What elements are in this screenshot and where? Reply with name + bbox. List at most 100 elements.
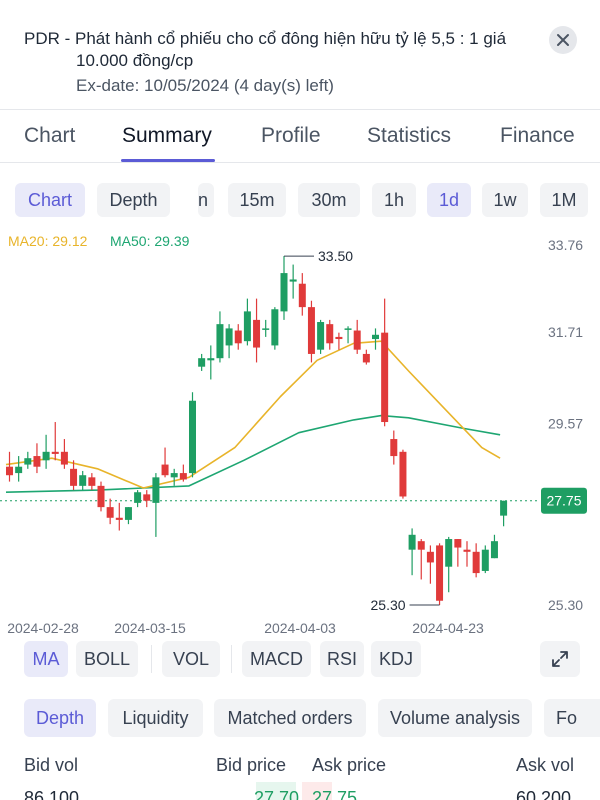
interval-1d-button[interactable]: 1d — [427, 183, 471, 217]
indicator-boll-button[interactable]: BOLL — [76, 641, 138, 677]
ask-price-header: Ask price — [312, 755, 387, 775]
interval-30m-button[interactable]: 30m — [298, 183, 360, 217]
candle-body — [24, 458, 32, 465]
indicator-vol-button[interactable]: VOL — [162, 641, 220, 677]
candle-body — [335, 336, 343, 340]
ask-price-highlight — [302, 782, 332, 800]
candle-body — [262, 328, 270, 330]
high-price-label: 33.50 — [318, 248, 353, 264]
ex-date-text: Ex-date: 10/05/2024 (4 day(s) left) — [76, 76, 334, 95]
bid-vol-header: Bid vol — [24, 755, 79, 775]
expand-chart-button[interactable] — [540, 641, 580, 677]
candle-body — [152, 477, 160, 503]
active-tab-indicator — [121, 159, 215, 162]
candle-body — [500, 500, 508, 516]
candle-body — [225, 328, 233, 346]
indicator-rsi-button[interactable]: RSI — [320, 641, 364, 677]
last-price-badge-text: 27.75 — [546, 493, 581, 509]
bid-price-value: 27.70 — [254, 788, 300, 800]
announcement-title: PDR - Phát hành cổ phiếu cho cổ đông hiệ… — [24, 28, 544, 72]
bid-price-header: Bid price — [216, 755, 287, 775]
ma20-line — [5, 340, 501, 489]
announcement-line-1: PDR - Phát hành cổ phiếu cho cổ đông hiệ… — [24, 29, 507, 48]
candle-body — [207, 358, 215, 361]
bid-vol-value: 86,100 — [24, 788, 80, 800]
expand-icon — [552, 651, 568, 667]
low-price-label: 25.30 — [371, 597, 406, 613]
matched-orders-tab[interactable]: Matched orders — [214, 699, 366, 737]
x-axis-tick-label: 2024-02-28 — [7, 620, 79, 636]
candle-body — [317, 322, 325, 350]
ma20-label: MA20: 29.12 — [8, 233, 88, 249]
candle-body — [399, 451, 407, 497]
candle-body — [234, 330, 242, 344]
candle-body — [417, 541, 425, 550]
interval-partial-button[interactable]: n — [198, 183, 214, 217]
indicator-kdj-button[interactable]: KDJ — [371, 641, 421, 677]
x-axis-tick-label: 2024-04-23 — [412, 620, 484, 636]
candle-body — [472, 551, 480, 574]
candle-body — [353, 330, 361, 350]
candle-body — [362, 353, 370, 363]
y-axis-tick-label: 33.76 — [548, 237, 583, 253]
candle-body — [161, 464, 169, 476]
interval-1h-button[interactable]: 1h — [372, 183, 416, 217]
interval-1w-button[interactable]: 1w — [482, 183, 528, 217]
close-icon — [557, 34, 569, 46]
announcement-banner: PDR - Phát hành cổ phiếu cho cổ đông hiệ… — [0, 0, 600, 108]
candle-body — [170, 473, 178, 478]
candle-body — [253, 319, 261, 348]
interval-15m-button[interactable]: 15m — [228, 183, 286, 217]
liquidity-tab[interactable]: Liquidity — [108, 699, 203, 737]
candle-body — [372, 334, 379, 340]
tab-chart[interactable]: Chart — [24, 124, 76, 147]
candle-body — [426, 551, 434, 563]
candle-body — [60, 451, 68, 465]
candle-body — [289, 279, 297, 282]
candle-body — [463, 549, 471, 552]
candle-body — [381, 332, 389, 423]
candle-body — [280, 273, 288, 312]
chart-mode-button[interactable]: Chart — [15, 183, 85, 217]
candle-body — [271, 309, 279, 346]
candle-body — [106, 507, 114, 518]
ask-vol-value: 60,200 — [516, 788, 572, 800]
tab-statistics[interactable]: Statistics — [367, 124, 452, 147]
x-axis-tick-label: 2024-03-15 — [114, 620, 186, 636]
indicator-divider — [231, 645, 232, 673]
tab-finance[interactable]: Finance — [500, 124, 575, 147]
candle-body — [97, 485, 105, 508]
interval-1M-button[interactable]: 1M — [540, 183, 588, 217]
candle-body — [326, 324, 334, 344]
candle-body — [134, 492, 142, 503]
tab-profile[interactable]: Profile — [261, 124, 321, 147]
candle-body — [454, 539, 462, 548]
depth-mode-button[interactable]: Depth — [97, 183, 170, 217]
ma50-label: MA50: 29.39 — [110, 233, 190, 249]
foreign-tab-partial[interactable]: Fo — [544, 699, 600, 737]
indicator-ma-button[interactable]: MA — [24, 641, 68, 677]
ask-price-value: 27.75 — [312, 788, 358, 800]
candle-body — [79, 475, 87, 486]
candle-body — [15, 466, 23, 474]
candle-body — [216, 324, 224, 359]
candlestick-chart[interactable]: 33.50 25.30 33.76 31.71 29.57 25.30 27.75 2024-… — [0, 230, 600, 640]
candle-body — [124, 507, 132, 520]
candle-body — [42, 451, 50, 461]
candle-body — [408, 534, 416, 550]
candle-body — [51, 451, 59, 454]
candle-body — [243, 311, 251, 342]
indicator-macd-button[interactable]: MACD — [242, 641, 311, 677]
depth-tab[interactable]: Depth — [24, 699, 96, 737]
ask-vol-header: Ask vol — [516, 755, 575, 775]
candle-body — [198, 358, 206, 367]
volume-analysis-tab[interactable]: Volume analysis — [378, 699, 532, 737]
close-banner-button[interactable] — [549, 26, 577, 54]
y-axis-tick-label: 29.57 — [548, 415, 583, 431]
candle-body — [6, 466, 13, 476]
y-axis-tick-label: 31.71 — [548, 324, 583, 340]
main-tabs: Chart Summary Profile Statistics Finance — [0, 109, 600, 163]
candle-body — [33, 456, 41, 467]
indicator-divider — [151, 645, 152, 673]
tab-summary[interactable]: Summary — [122, 124, 212, 147]
